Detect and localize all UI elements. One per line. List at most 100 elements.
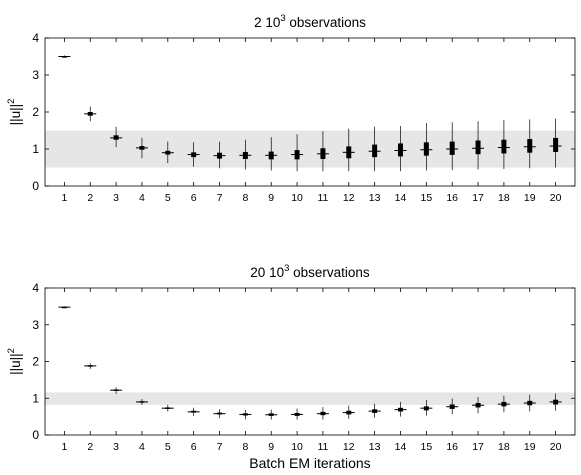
x-tick-label: 8 xyxy=(242,441,248,453)
box-19 xyxy=(523,394,536,412)
iqr-box xyxy=(553,137,559,152)
x-tick-label: 19 xyxy=(524,441,536,453)
box-11 xyxy=(316,407,329,420)
box-14 xyxy=(394,126,407,172)
x-tick-label: 16 xyxy=(446,441,458,453)
y-axis-label: ||u||2 xyxy=(6,348,23,375)
box-17 xyxy=(472,121,485,170)
x-tick-label: 4 xyxy=(139,441,145,453)
box-20 xyxy=(549,393,562,411)
box-18 xyxy=(497,120,510,169)
chart-title-exponent: 3 xyxy=(280,13,285,24)
y-tick-label: 2 xyxy=(32,105,39,119)
x-tick-label: 8 xyxy=(242,192,248,204)
x-tick-label: 20 xyxy=(550,192,562,204)
x-tick-label: 9 xyxy=(268,192,274,204)
x-tick-label: 6 xyxy=(191,192,197,204)
box-8 xyxy=(239,410,252,420)
chart-title-suffix: observations xyxy=(289,265,370,280)
axes-frame xyxy=(44,287,576,436)
box-2 xyxy=(84,363,97,369)
iqr-box xyxy=(449,141,455,155)
box-8 xyxy=(239,139,252,170)
x-tick-label: 18 xyxy=(498,192,510,204)
chart-title: 2 103 observations xyxy=(254,13,366,30)
x-tick-label: 17 xyxy=(472,441,484,453)
x-tick-label: 2 xyxy=(87,441,93,453)
box-6 xyxy=(187,407,200,416)
x-tick-label: 7 xyxy=(217,192,223,204)
y-axis-label-exponent: 2 xyxy=(6,99,17,104)
iqr-box xyxy=(423,142,429,156)
y-axis-label-exponent: 2 xyxy=(6,348,17,353)
box-18 xyxy=(497,395,510,413)
box-4 xyxy=(135,137,148,159)
iqr-box xyxy=(475,140,481,155)
y-tick-label: 2 xyxy=(32,355,39,369)
box-12 xyxy=(342,128,355,172)
box-12 xyxy=(342,405,355,419)
x-tick-label: 1 xyxy=(61,192,67,204)
box-6 xyxy=(187,142,200,167)
y-tick-label: 1 xyxy=(32,142,39,156)
y-axis-label-main: ||u|| xyxy=(8,104,23,126)
box-10 xyxy=(291,134,304,172)
box-3 xyxy=(110,387,123,394)
y-tick-label: 1 xyxy=(32,391,39,405)
x-tick-label: 3 xyxy=(113,192,119,204)
shaded-band xyxy=(45,392,575,405)
y-tick-label: 3 xyxy=(32,68,39,82)
chart-title-main: 20 10 xyxy=(250,265,284,280)
box-4 xyxy=(135,398,148,405)
y-axis-label: ||u||2 xyxy=(6,99,23,126)
box-9 xyxy=(265,137,278,171)
y-axis-label-main: ||u|| xyxy=(8,353,23,375)
y-tick-label: 4 xyxy=(32,31,39,45)
x-tick-label: 12 xyxy=(343,441,355,453)
x-tick-label: 5 xyxy=(165,192,171,204)
box-16 xyxy=(446,398,459,415)
x-tick-label: 12 xyxy=(343,192,355,204)
box-2 xyxy=(84,106,97,122)
box-15 xyxy=(420,123,433,171)
x-tick-label: 9 xyxy=(268,441,274,453)
x-tick-label: 5 xyxy=(165,441,171,453)
x-tick-label: 15 xyxy=(420,192,432,204)
x-tick-label: 11 xyxy=(317,192,328,204)
box-11 xyxy=(316,131,329,172)
x-tick-label: 10 xyxy=(291,192,303,204)
box-1 xyxy=(58,306,71,309)
x-tick-label: 6 xyxy=(191,441,197,453)
chart-title-suffix: observations xyxy=(286,15,367,30)
x-tick-label: 1 xyxy=(61,441,67,453)
box-20 xyxy=(549,118,562,168)
x-tick-label: 17 xyxy=(472,192,484,204)
x-tick-label: 10 xyxy=(291,441,303,453)
x-tick-label: 3 xyxy=(113,441,119,453)
x-tick-label: 14 xyxy=(395,192,407,204)
box-10 xyxy=(291,408,304,420)
x-tick-label: 20 xyxy=(550,441,562,453)
x-tick-label: 11 xyxy=(317,441,328,453)
x-tick-label: 4 xyxy=(139,192,145,204)
box-1 xyxy=(58,55,71,58)
shaded-band xyxy=(45,130,575,168)
y-tick-label: 0 xyxy=(32,428,39,442)
box-16 xyxy=(446,122,459,171)
iqr-box xyxy=(397,143,403,157)
x-tick-label: 7 xyxy=(217,441,223,453)
x-tick-label: 16 xyxy=(446,192,458,204)
y-tick-label: 0 xyxy=(32,179,39,193)
x-tick-label: 14 xyxy=(395,441,407,453)
box-7 xyxy=(213,409,226,419)
x-tick-label: 13 xyxy=(369,441,381,453)
y-tick-label: 4 xyxy=(32,281,39,295)
x-tick-label: 18 xyxy=(498,441,510,453)
chart-title-exponent: 3 xyxy=(284,263,289,274)
box-7 xyxy=(213,141,226,169)
box-9 xyxy=(265,409,278,420)
x-tick-label: 13 xyxy=(369,192,381,204)
box-5 xyxy=(161,404,174,412)
